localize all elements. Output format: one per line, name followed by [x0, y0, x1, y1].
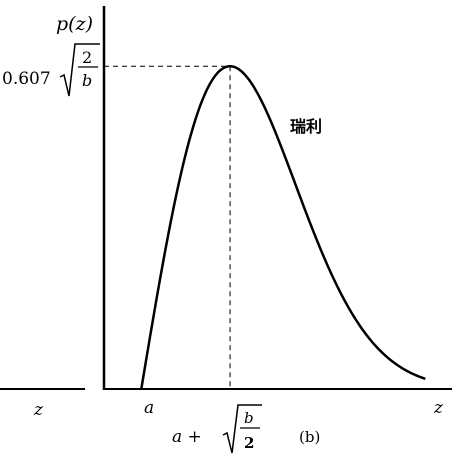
- x-tick-mode-prefix: a +: [172, 427, 202, 447]
- y-tick-peak-value: 0.607 2 b: [2, 43, 100, 97]
- curve-label: 瑞利: [290, 117, 322, 136]
- panel-label: (b): [299, 428, 320, 446]
- x-tick-mode: a + b 2: [172, 404, 262, 454]
- y-axis-label: p(z): [56, 13, 93, 35]
- x-tick-frac-den: 2: [244, 434, 254, 452]
- rayleigh-curve: [140, 64, 426, 390]
- y-tick-coef: 0.607: [2, 69, 51, 89]
- x-axis-label: z: [433, 398, 444, 418]
- x-tick-sqrt-sign: [222, 404, 262, 454]
- y-tick-frac-num: 2: [82, 48, 92, 67]
- x-tick-a: a: [144, 398, 154, 418]
- y-tick-frac-den: b: [82, 71, 92, 90]
- x-tick-frac-num: b: [244, 409, 254, 427]
- y-tick-sqrt-sign: [59, 43, 100, 97]
- left-axis-label: z: [33, 400, 44, 420]
